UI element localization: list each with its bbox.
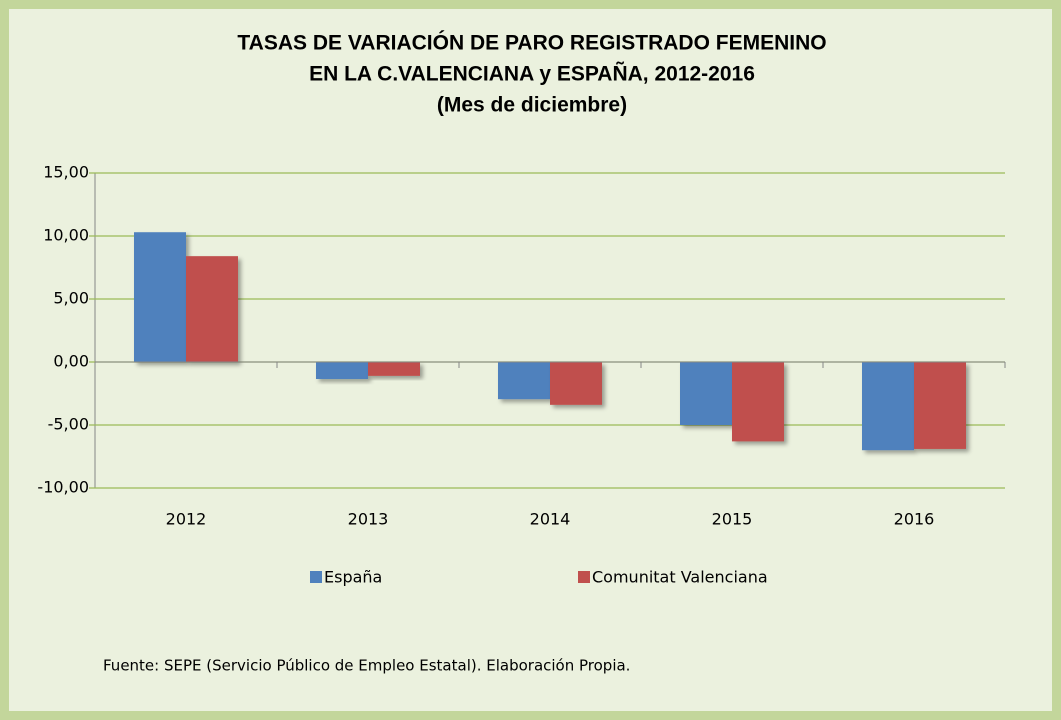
y-tick-label: 5,00 [53, 289, 89, 308]
source-note: Fuente: SEPE (Servicio Público de Empleo… [103, 657, 630, 675]
bar [862, 362, 914, 451]
chart-title: EN LA C.VALENCIANA y ESPAÑA, 2012-2016 [309, 63, 755, 86]
y-tick-label: 10,00 [43, 226, 89, 245]
bar [498, 362, 550, 400]
x-tick-label: 2016 [894, 510, 935, 529]
chart-title: TASAS DE VARIACIÓN DE PARO REGISTRADO FE… [237, 31, 826, 55]
x-tick-label: 2015 [712, 510, 753, 529]
bar [732, 362, 784, 442]
bar [368, 362, 420, 376]
y-tick-label: 0,00 [53, 352, 89, 371]
legend-label: Comunitat Valenciana [592, 568, 768, 587]
legend-swatch [578, 571, 590, 583]
chart-subtitle: (Mes de diciembre) [437, 94, 627, 117]
x-tick-label: 2012 [166, 510, 207, 529]
bar [550, 362, 602, 405]
x-tick-label: 2014 [530, 510, 571, 529]
bar [680, 362, 732, 425]
bar [914, 362, 966, 449]
bar [134, 232, 186, 362]
x-tick-label: 2013 [348, 510, 389, 529]
y-tick-label: -10,00 [37, 478, 89, 497]
legend-swatch [310, 571, 322, 583]
y-tick-label: 15,00 [43, 163, 89, 182]
bar [316, 362, 368, 380]
legend-label: España [324, 568, 382, 587]
y-tick-label: -5,00 [48, 415, 89, 434]
bar [186, 256, 238, 362]
